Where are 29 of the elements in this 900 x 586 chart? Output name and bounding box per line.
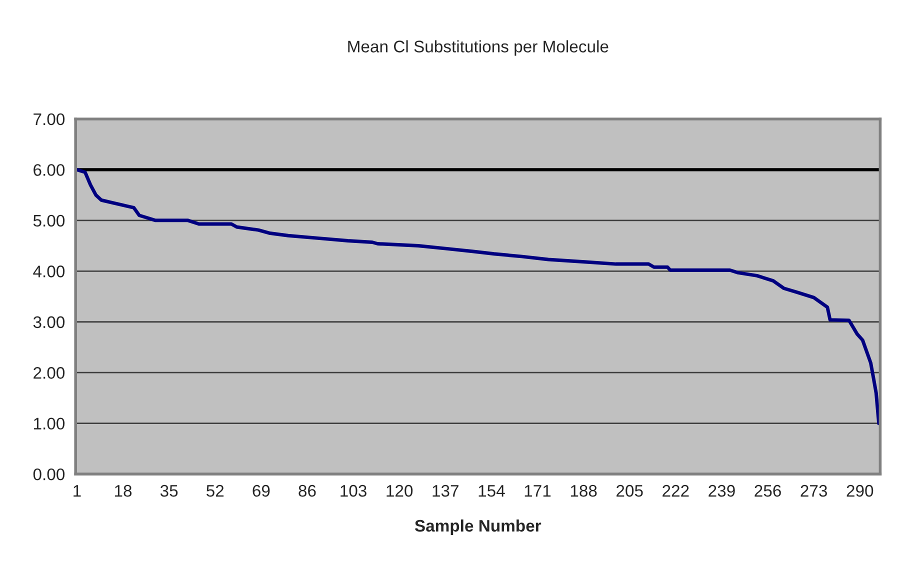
x-tick-label: 86 [298, 484, 316, 497]
x-tick-label: 69 [252, 484, 270, 497]
x-tick-label: 103 [340, 484, 366, 497]
x-tick-label: 154 [478, 485, 505, 497]
x-tick-label: 171 [524, 485, 551, 497]
x-tick-label: 290 [846, 484, 874, 497]
x-tick-label: 239 [708, 484, 735, 497]
y-tick-label: 2.00 [34, 367, 65, 379]
y-tick-label: 3.00 [33, 316, 65, 328]
x-tick-label: 205 [616, 484, 643, 497]
y-tick-label: 4.00 [33, 266, 65, 278]
x-tick-label: 120 [386, 484, 413, 497]
x-tick-label: 52 [206, 484, 224, 497]
y-tick-label: 7.00 [34, 113, 65, 126]
y-tick-label: 6.00 [34, 164, 65, 176]
x-tick-label: 35 [160, 484, 178, 497]
x-tick-label: 18 [115, 484, 132, 497]
y-tick-label: 1.00 [34, 418, 65, 430]
x-tick-label: 1 [74, 485, 81, 497]
x-tick-label: 273 [800, 484, 827, 497]
x-tick-label: 222 [662, 484, 689, 497]
chart-title: Mean Cl Substitutions per Molecule [348, 40, 608, 56]
x-tick-label: 188 [570, 484, 597, 497]
x-tick-label: 137 [432, 484, 458, 497]
y-tick-label: 5.00 [33, 214, 65, 227]
line-series [76, 168, 880, 426]
x-tick-label: 256 [754, 484, 781, 497]
y-tick-label: 0.00 [33, 468, 65, 480]
x-axis-title: Sample Number [414, 519, 542, 536]
